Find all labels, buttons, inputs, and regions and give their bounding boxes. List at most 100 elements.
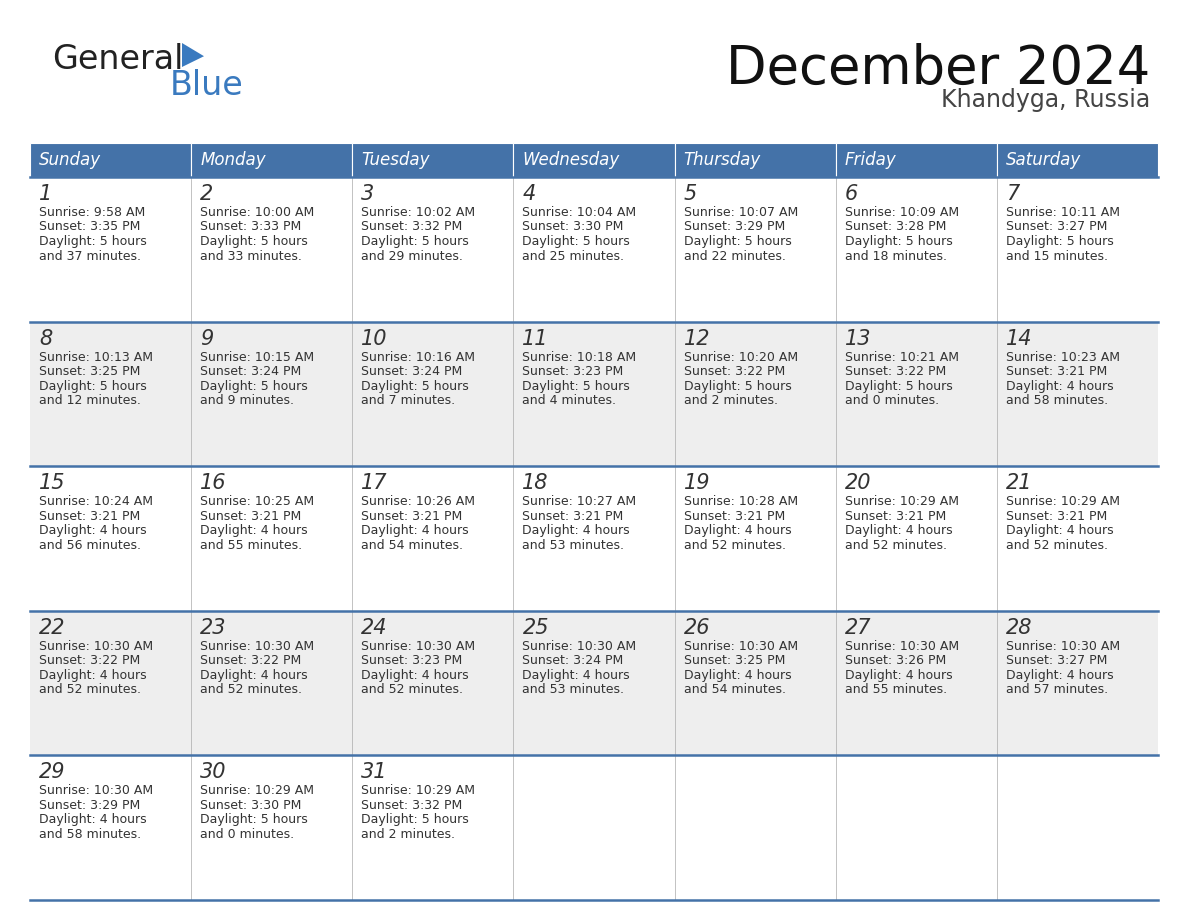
Text: and 53 minutes.: and 53 minutes. bbox=[523, 683, 625, 696]
Text: Daylight: 4 hours: Daylight: 4 hours bbox=[845, 669, 953, 682]
Text: Friday: Friday bbox=[845, 151, 897, 169]
Text: Sunset: 3:22 PM: Sunset: 3:22 PM bbox=[683, 365, 785, 378]
Text: Sunrise: 10:21 AM: Sunrise: 10:21 AM bbox=[845, 351, 959, 364]
Text: Daylight: 5 hours: Daylight: 5 hours bbox=[39, 235, 147, 248]
Text: Sunset: 3:27 PM: Sunset: 3:27 PM bbox=[1006, 220, 1107, 233]
Text: Daylight: 4 hours: Daylight: 4 hours bbox=[39, 669, 146, 682]
Text: Sunset: 3:21 PM: Sunset: 3:21 PM bbox=[39, 509, 140, 522]
Polygon shape bbox=[182, 43, 204, 67]
Text: Sunrise: 10:00 AM: Sunrise: 10:00 AM bbox=[200, 206, 315, 219]
Text: Sunset: 3:21 PM: Sunset: 3:21 PM bbox=[1006, 365, 1107, 378]
Text: 4: 4 bbox=[523, 184, 536, 204]
Bar bbox=[191, 143, 353, 177]
Text: Sunrise: 10:30 AM: Sunrise: 10:30 AM bbox=[683, 640, 797, 653]
Text: Sunset: 3:32 PM: Sunset: 3:32 PM bbox=[361, 220, 462, 233]
Text: and 52 minutes.: and 52 minutes. bbox=[845, 539, 947, 552]
Text: 23: 23 bbox=[200, 618, 227, 638]
Text: Sunrise: 10:30 AM: Sunrise: 10:30 AM bbox=[200, 640, 315, 653]
Bar bbox=[353, 321, 513, 466]
Bar bbox=[353, 756, 513, 900]
Bar bbox=[835, 143, 997, 177]
Text: Daylight: 5 hours: Daylight: 5 hours bbox=[200, 235, 308, 248]
Text: and 4 minutes.: and 4 minutes. bbox=[523, 394, 617, 407]
Text: Sunrise: 10:20 AM: Sunrise: 10:20 AM bbox=[683, 351, 797, 364]
Text: Sunset: 3:25 PM: Sunset: 3:25 PM bbox=[683, 655, 785, 667]
Bar bbox=[997, 177, 1158, 321]
Text: and 55 minutes.: and 55 minutes. bbox=[845, 683, 947, 696]
Text: Daylight: 5 hours: Daylight: 5 hours bbox=[361, 235, 469, 248]
Text: 8: 8 bbox=[39, 329, 52, 349]
Text: 14: 14 bbox=[1006, 329, 1032, 349]
Bar bbox=[675, 143, 835, 177]
Text: Sunset: 3:22 PM: Sunset: 3:22 PM bbox=[845, 365, 946, 378]
Text: Sunset: 3:35 PM: Sunset: 3:35 PM bbox=[39, 220, 140, 233]
Text: and 56 minutes.: and 56 minutes. bbox=[39, 539, 141, 552]
Text: Sunset: 3:22 PM: Sunset: 3:22 PM bbox=[39, 655, 140, 667]
Text: and 0 minutes.: and 0 minutes. bbox=[200, 828, 295, 841]
Text: Sunrise: 10:28 AM: Sunrise: 10:28 AM bbox=[683, 495, 797, 509]
Text: Sunrise: 10:30 AM: Sunrise: 10:30 AM bbox=[39, 640, 153, 653]
Text: Sunset: 3:24 PM: Sunset: 3:24 PM bbox=[200, 365, 302, 378]
Text: Sunrise: 10:04 AM: Sunrise: 10:04 AM bbox=[523, 206, 637, 219]
Text: Sunrise: 10:25 AM: Sunrise: 10:25 AM bbox=[200, 495, 315, 509]
Text: and 18 minutes.: and 18 minutes. bbox=[845, 250, 947, 263]
Bar bbox=[513, 756, 675, 900]
Text: 24: 24 bbox=[361, 618, 387, 638]
Bar bbox=[835, 466, 997, 610]
Bar bbox=[513, 143, 675, 177]
Text: Sunrise: 10:07 AM: Sunrise: 10:07 AM bbox=[683, 206, 798, 219]
Text: Sunset: 3:21 PM: Sunset: 3:21 PM bbox=[1006, 509, 1107, 522]
Text: and 33 minutes.: and 33 minutes. bbox=[200, 250, 302, 263]
Text: Daylight: 4 hours: Daylight: 4 hours bbox=[1006, 669, 1113, 682]
Text: Sunset: 3:28 PM: Sunset: 3:28 PM bbox=[845, 220, 946, 233]
Text: Sunset: 3:23 PM: Sunset: 3:23 PM bbox=[523, 365, 624, 378]
Text: Daylight: 5 hours: Daylight: 5 hours bbox=[845, 235, 953, 248]
Text: Sunset: 3:30 PM: Sunset: 3:30 PM bbox=[200, 799, 302, 812]
Text: and 12 minutes.: and 12 minutes. bbox=[39, 394, 141, 407]
Bar bbox=[353, 466, 513, 610]
Text: 25: 25 bbox=[523, 618, 549, 638]
Text: and 52 minutes.: and 52 minutes. bbox=[1006, 539, 1108, 552]
Text: Daylight: 5 hours: Daylight: 5 hours bbox=[683, 380, 791, 393]
Text: and 25 minutes.: and 25 minutes. bbox=[523, 250, 625, 263]
Bar bbox=[30, 143, 191, 177]
Text: Daylight: 5 hours: Daylight: 5 hours bbox=[683, 235, 791, 248]
Text: Daylight: 5 hours: Daylight: 5 hours bbox=[200, 813, 308, 826]
Bar bbox=[513, 177, 675, 321]
Text: Sunrise: 10:30 AM: Sunrise: 10:30 AM bbox=[361, 640, 475, 653]
Text: Sunrise: 10:29 AM: Sunrise: 10:29 AM bbox=[1006, 495, 1120, 509]
Bar bbox=[997, 466, 1158, 610]
Text: Sunset: 3:32 PM: Sunset: 3:32 PM bbox=[361, 799, 462, 812]
Text: 16: 16 bbox=[200, 473, 227, 493]
Bar bbox=[675, 321, 835, 466]
Text: 1: 1 bbox=[39, 184, 52, 204]
Text: December 2024: December 2024 bbox=[726, 43, 1150, 95]
Text: Daylight: 4 hours: Daylight: 4 hours bbox=[39, 524, 146, 537]
Text: Sunrise: 9:58 AM: Sunrise: 9:58 AM bbox=[39, 206, 145, 219]
Bar bbox=[675, 177, 835, 321]
Text: and 52 minutes.: and 52 minutes. bbox=[39, 683, 141, 696]
Text: 27: 27 bbox=[845, 618, 871, 638]
Text: Daylight: 5 hours: Daylight: 5 hours bbox=[1006, 235, 1113, 248]
Text: and 52 minutes.: and 52 minutes. bbox=[200, 683, 302, 696]
Text: Daylight: 4 hours: Daylight: 4 hours bbox=[361, 524, 469, 537]
Text: Sunrise: 10:27 AM: Sunrise: 10:27 AM bbox=[523, 495, 637, 509]
Bar bbox=[675, 610, 835, 756]
Text: Sunset: 3:21 PM: Sunset: 3:21 PM bbox=[845, 509, 946, 522]
Bar bbox=[353, 610, 513, 756]
Text: Sunset: 3:21 PM: Sunset: 3:21 PM bbox=[361, 509, 462, 522]
Text: and 15 minutes.: and 15 minutes. bbox=[1006, 250, 1108, 263]
Text: 10: 10 bbox=[361, 329, 387, 349]
Text: Sunrise: 10:15 AM: Sunrise: 10:15 AM bbox=[200, 351, 315, 364]
Text: 5: 5 bbox=[683, 184, 697, 204]
Text: Khandyga, Russia: Khandyga, Russia bbox=[941, 88, 1150, 112]
Text: 28: 28 bbox=[1006, 618, 1032, 638]
Text: 12: 12 bbox=[683, 329, 710, 349]
Text: 9: 9 bbox=[200, 329, 214, 349]
Bar bbox=[30, 177, 191, 321]
Text: Daylight: 5 hours: Daylight: 5 hours bbox=[845, 380, 953, 393]
Text: 17: 17 bbox=[361, 473, 387, 493]
Text: 19: 19 bbox=[683, 473, 710, 493]
Text: Sunrise: 10:23 AM: Sunrise: 10:23 AM bbox=[1006, 351, 1120, 364]
Text: and 37 minutes.: and 37 minutes. bbox=[39, 250, 141, 263]
